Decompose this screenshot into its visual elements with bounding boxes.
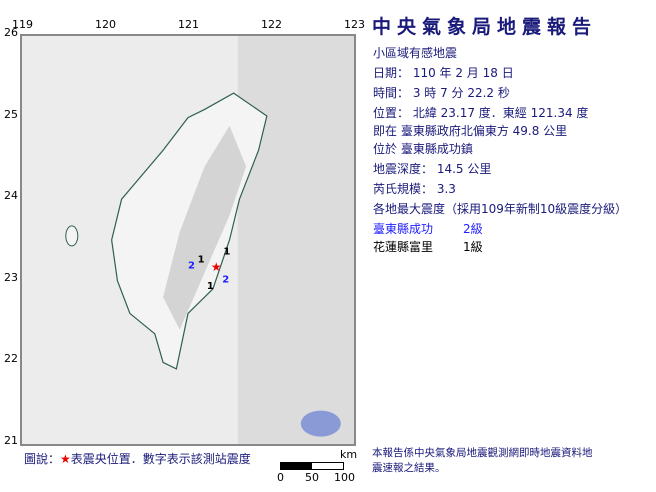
legend-prefix: 圖說：	[24, 452, 61, 466]
scale-label: 50	[305, 471, 319, 484]
seafloor-relief	[237, 36, 354, 444]
footer-note: 本報告係中央氣象局地震觀測網即時地震資料地震速報之結果。	[372, 447, 593, 474]
station-name: 花蓮縣富里	[373, 240, 434, 254]
scale-unit: km	[340, 448, 358, 461]
lon-tick-label: 123	[344, 18, 365, 31]
lat-tick-label: 25	[4, 107, 18, 121]
central-mountain-range	[163, 125, 247, 330]
report-title: 中央氣象局地震報告	[372, 16, 598, 38]
lon-tick-label: 119	[12, 18, 33, 31]
station-intensity-mark: 2	[222, 274, 229, 285]
station-level: 2級	[463, 222, 483, 236]
lat-tick-label: 23	[4, 270, 18, 284]
report-located: 位於 臺東縣成功鎮	[373, 142, 473, 156]
station-intensity-mark: 1	[198, 254, 205, 265]
lon-tick-label: 122	[261, 18, 282, 31]
map-legend: 圖說：★表震央位置．數字表示該測站震度	[24, 450, 251, 467]
penghu-islands	[65, 225, 79, 247]
report-depth: 地震深度： 14.5 公里	[373, 162, 492, 176]
station-intensity-mark: 1	[223, 247, 230, 258]
station-intensity-mark: 1	[207, 281, 214, 292]
lat-tick-label: 21	[4, 434, 18, 447]
report-type: 小區域有感地震	[373, 46, 458, 60]
lat-tick-label: 24	[4, 189, 18, 203]
scale-bar	[280, 462, 344, 470]
cwb-logo	[300, 410, 341, 437]
intensity-header: 各地最大震度（採用109年新制10級震度分級）	[373, 202, 628, 216]
lat-tick-label: 26	[4, 26, 18, 39]
lon-tick-label: 120	[95, 18, 116, 31]
report-time: 時間： 3 時 7 分 22.2 秒	[373, 86, 510, 100]
legend-text: 表震央位置．數字表示該測站震度	[70, 452, 251, 466]
star-icon: ★	[60, 452, 71, 466]
lon-tick-label: 121	[178, 18, 199, 31]
epicenter-star-icon: ★	[211, 260, 222, 274]
map-area: 1 2 1 2 1 ★	[20, 34, 356, 446]
report-date: 日期： 110 年 2 月 18 日	[373, 66, 514, 80]
station-intensity-mark: 2	[188, 261, 195, 272]
report-relative: 即在 臺東縣政府北偏東方 49.8 公里	[373, 124, 568, 138]
scale-label: 0	[277, 471, 284, 484]
report-position: 位置： 北緯 23.17 度．東經 121.34 度	[373, 106, 589, 120]
station-level: 1級	[463, 240, 483, 254]
lat-tick-label: 22	[4, 352, 18, 366]
scale-label: 100	[334, 471, 355, 484]
station-name: 臺東縣成功	[373, 222, 434, 236]
report-magnitude: 芮氏規模： 3.3	[373, 182, 456, 196]
